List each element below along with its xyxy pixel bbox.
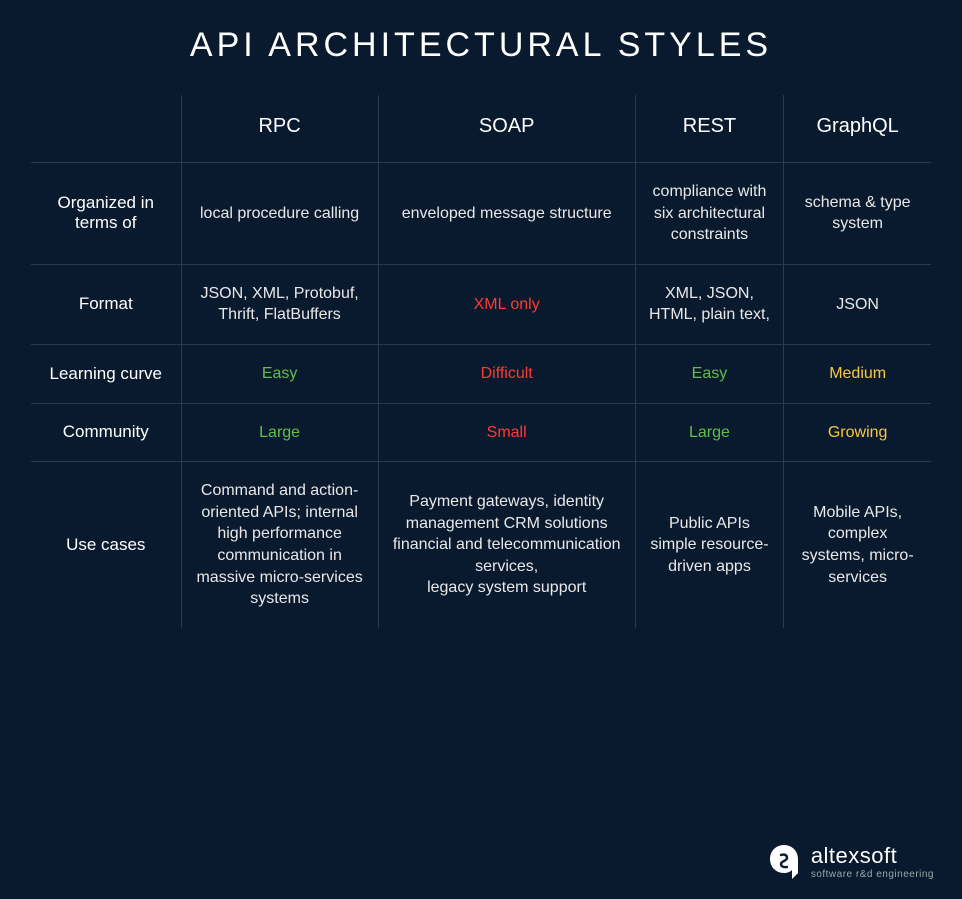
column-header: SOAP <box>378 95 635 163</box>
column-header: RPC <box>181 95 378 163</box>
table-cell: XML only <box>378 264 635 344</box>
table-cell: Large <box>635 403 784 462</box>
table-cell: Large <box>181 403 378 462</box>
table-row: Organized in terms oflocal procedure cal… <box>31 163 931 265</box>
table-header-row: RPCSOAPRESTGraphQL <box>31 95 931 163</box>
table-row: Use casesCommand and action-oriented API… <box>31 462 931 628</box>
page-title: API ARCHITECTURAL STYLES <box>0 0 962 95</box>
table-cell: JSON, XML, Protobuf, Thrift, FlatBuffers <box>181 264 378 344</box>
row-header: Learning curve <box>31 344 181 403</box>
table-cell: Difficult <box>378 344 635 403</box>
table-cell: Small <box>378 403 635 462</box>
table-cell: XML, JSON, HTML, plain text, <box>635 264 784 344</box>
table-row: CommunityLargeSmallLargeGrowing <box>31 403 931 462</box>
table-cell: enveloped message structure <box>378 163 635 265</box>
comparison-table: RPCSOAPRESTGraphQLOrganized in terms ofl… <box>31 95 931 628</box>
table-row: FormatJSON, XML, Protobuf, Thrift, FlatB… <box>31 264 931 344</box>
table-cell: Payment gateways, identity management CR… <box>378 462 635 628</box>
brand-logo-icon <box>767 843 801 881</box>
row-header: Format <box>31 264 181 344</box>
table-corner <box>31 95 181 163</box>
table-cell: schema & type system <box>784 163 931 265</box>
brand-tagline: software r&d engineering <box>811 869 934 880</box>
table-cell: compliance with six architectural constr… <box>635 163 784 265</box>
row-header: Community <box>31 403 181 462</box>
brand-name: altexsoft <box>811 845 934 867</box>
table-cell: Easy <box>635 344 784 403</box>
table-cell: local procedure calling <box>181 163 378 265</box>
row-header: Organized in terms of <box>31 163 181 265</box>
table-cell: Public APIs simple resource-driven apps <box>635 462 784 628</box>
table-body: RPCSOAPRESTGraphQLOrganized in terms ofl… <box>31 95 931 628</box>
table-row: Learning curveEasyDifficultEasyMedium <box>31 344 931 403</box>
table-cell: Easy <box>181 344 378 403</box>
table-cell: JSON <box>784 264 931 344</box>
footer: altexsoft software r&d engineering <box>767 843 934 881</box>
row-header: Use cases <box>31 462 181 628</box>
table-cell: Medium <box>784 344 931 403</box>
brand-text: altexsoft software r&d engineering <box>811 845 934 880</box>
column-header: REST <box>635 95 784 163</box>
table-cell: Command and action-oriented APIs; intern… <box>181 462 378 628</box>
table-cell: Mobile APIs, complex systems, micro-serv… <box>784 462 931 628</box>
column-header: GraphQL <box>784 95 931 163</box>
table-cell: Growing <box>784 403 931 462</box>
